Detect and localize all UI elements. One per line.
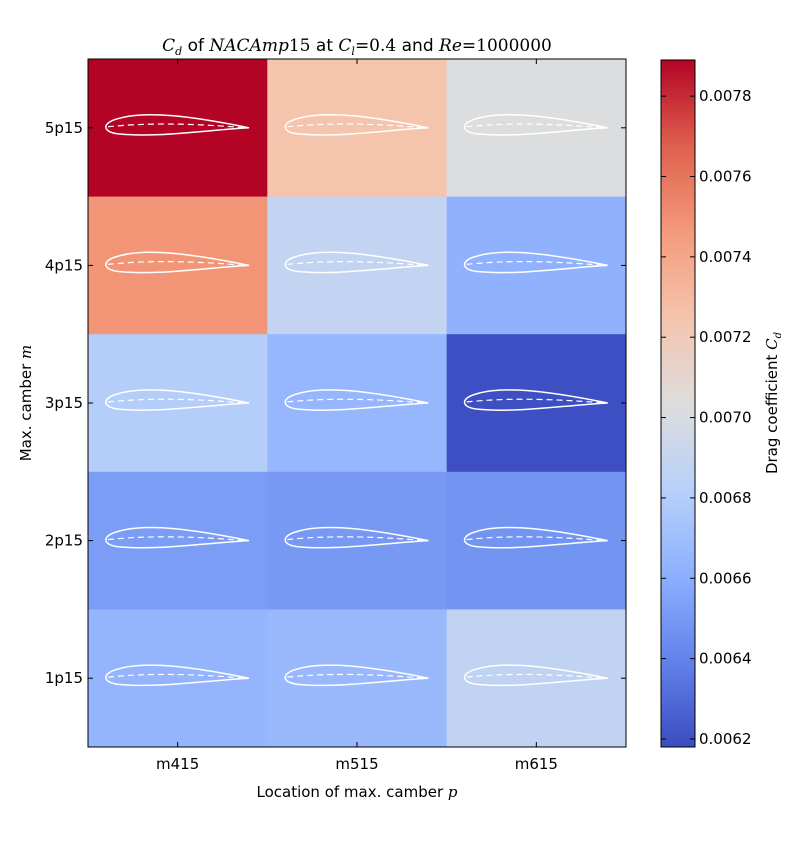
- colorbar-tick-label: 0.0072: [699, 328, 752, 346]
- colorbar-tick-label: 0.0074: [699, 248, 752, 266]
- airfoil-icon: [105, 251, 250, 274]
- airfoil-icon: [284, 389, 429, 411]
- airfoil-icon: [463, 526, 608, 549]
- airfoil-icon: [463, 389, 608, 411]
- colorbar: [660, 59, 696, 748]
- y-tick-label: 4p15: [45, 256, 83, 274]
- colorbar-tick-label: 0.0070: [699, 409, 752, 427]
- colorbar-ticks: 0.0062 0.0064 0.0066 0.0068 0.0070 0.0072 0.00…: [661, 87, 752, 748]
- y-axis-label: Max. camber m: [17, 345, 35, 462]
- airfoil-icon: [105, 664, 250, 687]
- airfoil-icon: [463, 113, 608, 136]
- airfoil-icon: [284, 526, 429, 549]
- y-tick-label: 1p15: [45, 669, 83, 687]
- x-axis-label: Location of max. camber p: [256, 783, 457, 801]
- chart-title: Cd of NACAmp15 at Cl=0.4 and Re=1000000: [162, 36, 552, 58]
- colorbar-tick-label: 0.0068: [699, 489, 752, 507]
- airfoil-icon: [105, 526, 250, 549]
- airfoil-icon: [105, 389, 250, 411]
- airfoil-icon: [463, 251, 608, 274]
- colorbar-tick-label: 0.0062: [699, 730, 752, 748]
- colorbar-label: Drag coefficient Cd: [763, 332, 784, 474]
- airfoil-icon: [284, 251, 429, 274]
- y-tick-label: 3p15: [45, 394, 83, 412]
- colorbar-tick-label: 0.0066: [699, 569, 752, 587]
- airfoil-icon: [463, 664, 608, 687]
- x-tick-label: m615: [515, 755, 558, 773]
- colorbar-tick-label: 0.0064: [699, 650, 752, 668]
- airfoil-glyphs: [105, 113, 608, 687]
- y-tick-label: 2p15: [45, 532, 83, 550]
- x-tick-label: m515: [335, 755, 378, 773]
- colorbar-tick-label: 0.0078: [699, 87, 752, 105]
- airfoil-icon: [105, 113, 250, 136]
- axis-ticks: m415 m515 m615 5p15 4p15 3p15 2p15 1p15: [45, 59, 626, 773]
- heatmap-cells: [88, 59, 627, 748]
- colorbar-tick-label: 0.0076: [699, 168, 752, 186]
- x-tick-label: m415: [156, 755, 199, 773]
- airfoil-icon: [284, 664, 429, 687]
- airfoil-icon: [284, 113, 429, 136]
- y-tick-label: 5p15: [45, 119, 83, 137]
